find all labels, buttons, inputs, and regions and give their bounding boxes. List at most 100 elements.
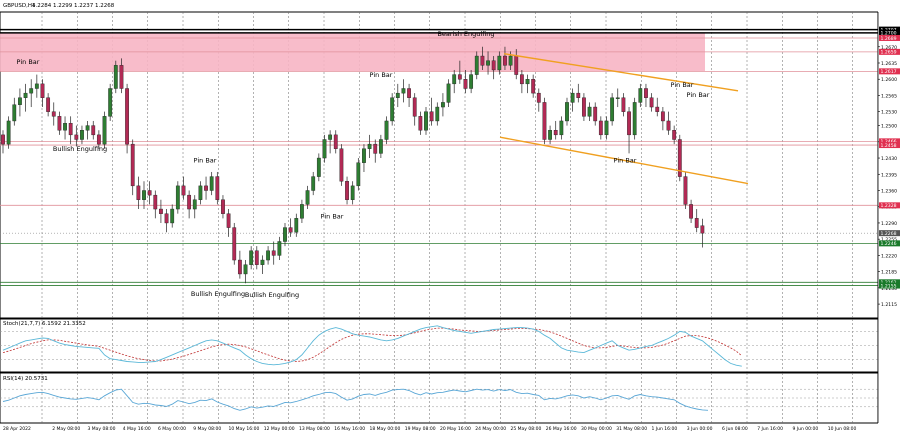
candle-body: [356, 162, 361, 187]
candle-body: [209, 176, 214, 191]
candle: [435, 102, 440, 126]
candle: [311, 171, 316, 196]
candle-body: [649, 97, 654, 108]
candle-body: [85, 125, 90, 131]
price-tick-label: 1.2290: [881, 221, 897, 227]
candle-body: [300, 204, 304, 219]
candle: [164, 209, 169, 233]
candle-body: [164, 213, 169, 224]
price-level-tag: 1.2659: [879, 48, 900, 56]
time-tick-label: 6 Jun 08:00: [722, 426, 748, 432]
price-level-tag-label: 1.2700: [881, 31, 897, 37]
candle: [85, 120, 90, 140]
candle: [497, 51, 502, 75]
candle-body: [215, 176, 220, 200]
price-tick-label: 1.2565: [881, 93, 897, 99]
candle-body: [367, 143, 372, 149]
candle-body: [621, 97, 626, 112]
candle-body: [350, 185, 355, 200]
candle: [333, 130, 338, 154]
price-level-tag: 1.2458: [879, 142, 900, 149]
candle: [666, 111, 671, 135]
candle: [249, 246, 254, 270]
candle-body: [288, 227, 293, 233]
candle: [610, 93, 615, 126]
candle-body: [266, 250, 270, 261]
candle: [187, 190, 192, 219]
candle-body: [328, 134, 333, 140]
channel-trendline: [503, 53, 739, 92]
candle: [655, 97, 660, 117]
candle: [480, 46, 485, 70]
candle: [350, 181, 355, 205]
candle-body: [159, 208, 163, 214]
candle-body: [23, 92, 28, 98]
candle-body: [644, 88, 648, 98]
candle: [300, 199, 304, 223]
candle-body: [29, 88, 34, 94]
channel-trendline: [499, 136, 749, 185]
candle: [525, 74, 530, 94]
candle-body: [362, 148, 366, 163]
candle: [649, 93, 654, 112]
candle-body: [683, 176, 688, 205]
time-axis: 28 Apr 2022 2 May 08:00 3 May 08:00 4 May 1…: [3, 426, 856, 432]
candle-body: [170, 208, 175, 224]
candle-body: [412, 97, 417, 117]
candle: [486, 51, 490, 75]
candle-body: [598, 120, 603, 136]
candle-body: [395, 92, 400, 98]
annotation-layer: Pin Bar Bearish Engulfing Pin Bar Bullish E…: [17, 30, 710, 299]
axis-background: [878, 0, 900, 433]
candle: [565, 97, 569, 126]
pattern-annotation: Pin Bar: [687, 91, 710, 99]
candle: [469, 69, 474, 94]
price-level-tag-bg: [879, 230, 900, 237]
candle: [570, 88, 575, 112]
time-tick-label: 28 Apr 2022: [3, 426, 31, 432]
candle: [209, 171, 214, 196]
candle: [68, 116, 73, 145]
candle-body: [12, 104, 17, 122]
candle: [51, 102, 56, 126]
candle-body: [694, 218, 699, 228]
candle-body: [689, 204, 693, 219]
price-tick-label: 1.2185: [881, 270, 897, 276]
candle-body: [548, 130, 552, 140]
candle-body: [221, 199, 225, 214]
candle-body: [175, 185, 180, 210]
candle: [215, 171, 220, 205]
candle-body: [1, 134, 5, 145]
candle: [237, 250, 242, 279]
candle-body: [316, 157, 321, 177]
pattern-annotation: Pin Bar: [194, 157, 217, 165]
candle: [531, 74, 536, 98]
candle: [232, 222, 237, 265]
candle: [46, 93, 51, 117]
candle: [159, 199, 163, 223]
candle-body: [153, 194, 158, 210]
price-axis: 1.2670 1.2635 1.2600 1.2565 1.2530 1.2500 1.24…: [877, 0, 900, 433]
price-level-tag-bg: [879, 68, 900, 75]
candle: [271, 241, 276, 265]
candle-body: [429, 111, 434, 122]
candle: [401, 79, 406, 103]
candle: [598, 116, 603, 140]
candle: [474, 51, 479, 80]
price-level-tag-bg: [879, 279, 900, 286]
candle-body: [260, 259, 265, 265]
candle-body: [294, 218, 299, 233]
price-level-tag-label: 1.2689: [881, 36, 897, 42]
candle: [384, 116, 389, 145]
time-tick-label: 26 May 16:00: [546, 426, 577, 432]
candle-body: [136, 185, 141, 200]
candle-body: [514, 55, 519, 75]
candle-body: [68, 123, 73, 136]
candle: [102, 111, 107, 149]
price-level-tag-bg: [879, 26, 900, 33]
time-tick-label: 25 May 08:00: [511, 426, 542, 432]
candle-body: [672, 130, 677, 140]
candle: [254, 246, 259, 270]
candle-body: [401, 88, 406, 94]
